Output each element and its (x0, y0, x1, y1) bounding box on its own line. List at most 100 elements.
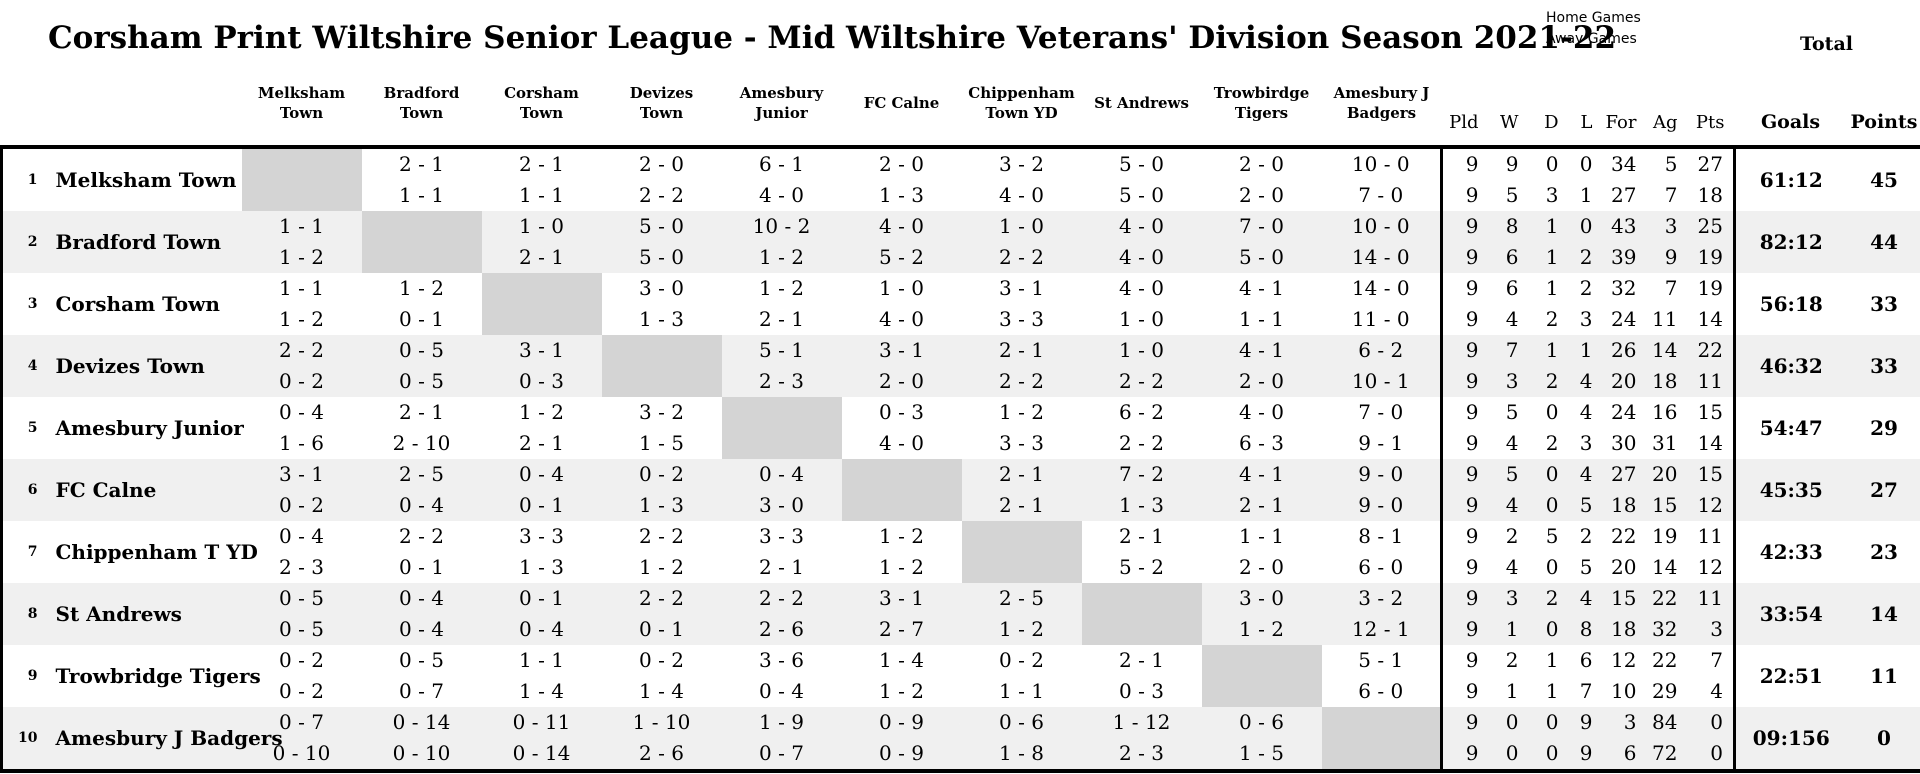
result-cell: 4 - 0 1 - 0 (1082, 273, 1202, 335)
away-stat-value: 9 (1465, 307, 1479, 331)
away-result: 4 - 0 (999, 183, 1044, 207)
away-result: 0 - 1 (399, 307, 444, 331)
result-cell: 1 - 1 1 - 2 (242, 211, 362, 273)
away-stat-value: 2 (1545, 307, 1559, 331)
home-result: 3 - 3 (759, 524, 804, 548)
stat-column-header: D (1528, 62, 1569, 149)
away-result: 2 - 2 (1119, 369, 1164, 393)
opponent-column-header: Devizes Town (601, 62, 722, 149)
home-stat-value: 24 (1611, 400, 1637, 424)
away-stat-value: 27 (1611, 183, 1637, 207)
away-result: 0 - 4 (399, 493, 444, 517)
opponent-header-line: Town YD (985, 103, 1058, 122)
away-result: 5 - 2 (879, 245, 924, 269)
result-cell: 8 - 1 6 - 0 (1322, 521, 1442, 583)
result-cell: 0 - 2 1 - 1 (962, 645, 1082, 707)
home-stat-value: 0 (1579, 214, 1593, 238)
away-result: 1 - 3 (639, 307, 684, 331)
home-result: 3 - 2 (1358, 586, 1404, 610)
away-result: 1 - 5 (1239, 741, 1284, 765)
home-stat-value: 16 (1652, 400, 1678, 424)
opponent-header-line: Town (639, 103, 684, 122)
home-stat-value: 43 (1611, 214, 1637, 238)
away-stat-value: 15 (1652, 493, 1678, 517)
result-cell: 1 - 0 2 - 1 (482, 211, 602, 273)
home-result: 2 - 0 (879, 152, 924, 176)
away-stat-value: 12 (1697, 555, 1723, 579)
away-stat-value: 10 (1611, 679, 1637, 703)
stat-cell: 11 12 (1687, 521, 1736, 583)
away-result: 0 - 10 (392, 741, 451, 765)
away-stat-value: 4 (1505, 555, 1519, 579)
home-result: 4 - 0 (879, 214, 924, 238)
rank-cell: 5 (0, 397, 50, 459)
result-cell: 1 - 2 0 - 1 (362, 273, 482, 335)
away-stat-value: 3 (1505, 369, 1519, 393)
result-cell: 4 - 0 4 - 0 (1082, 211, 1202, 273)
home-stat-value: 22 (1652, 648, 1678, 672)
away-result: 7 - 0 (1358, 183, 1404, 207)
away-result: 0 - 10 (272, 741, 331, 765)
away-result: 9 - 1 (1358, 431, 1404, 455)
away-result: 1 - 3 (639, 493, 684, 517)
result-cell: 0 - 5 0 - 5 (242, 583, 362, 645)
home-result: 14 - 0 (1351, 276, 1410, 300)
home-result: 2 - 1 (399, 152, 444, 176)
opponent-column-header: Bradford Town (361, 62, 482, 149)
result-cell: 2 - 2 1 - 2 (602, 521, 722, 583)
home-result: 2 - 1 (519, 152, 564, 176)
away-stat-value: 39 (1611, 245, 1637, 269)
opponent-header-line: Tigers (1234, 103, 1289, 122)
away-result: 4 - 0 (759, 183, 804, 207)
home-stat-value: 0 (1545, 400, 1559, 424)
home-stat-value: 2 (1579, 276, 1593, 300)
stat-cell: 22 20 (1603, 521, 1647, 583)
home-stat-value: 0 (1545, 462, 1559, 486)
away-result: 1 - 2 (879, 555, 924, 579)
diagonal-cell (961, 521, 1082, 583)
opponent-header-line: Junior (755, 103, 808, 122)
away-stat-value: 2 (1579, 245, 1593, 269)
home-result: 8 - 1 (1358, 524, 1404, 548)
away-stat-value: 20 (1611, 555, 1637, 579)
home-result: 0 - 4 (279, 400, 324, 424)
home-result: 0 - 14 (392, 710, 451, 734)
stat-column-header: L (1568, 62, 1603, 149)
home-result: 0 - 1 (519, 586, 564, 610)
result-cell: 3 - 1 2 - 7 (842, 583, 962, 645)
result-cell: 6 - 2 10 - 1 (1322, 335, 1442, 397)
result-cell: 5 - 1 6 - 0 (1322, 645, 1442, 707)
away-stat-value: 7 (1579, 679, 1593, 703)
away-result: 0 - 1 (639, 617, 684, 641)
home-result: 1 - 1 (1239, 524, 1284, 548)
stat-cell: 20 15 (1647, 459, 1688, 521)
away-result: 2 - 1 (519, 245, 564, 269)
goals-total-cell: 54:47 (1759, 416, 1823, 440)
home-result: 4 - 0 (1239, 400, 1284, 424)
opponent-header-line: Melksham (257, 84, 346, 102)
home-result: 1 - 2 (519, 400, 564, 424)
home-stat-value: 1 (1545, 338, 1559, 362)
away-games-label: Away Games (1546, 31, 1637, 47)
away-result: 1 - 4 (639, 679, 684, 703)
away-result: 2 - 7 (879, 617, 924, 641)
away-result: 2 - 0 (1239, 183, 1284, 207)
stat-column-header: Pts (1687, 62, 1735, 149)
away-stat-value: 1 (1505, 617, 1519, 641)
points-header: Points (1846, 62, 1920, 149)
away-stat-value: 9 (1465, 493, 1479, 517)
home-result: 0 - 4 (759, 462, 804, 486)
home-result: 1 - 0 (879, 276, 924, 300)
result-cell: 4 - 1 2 - 0 (1202, 335, 1322, 397)
away-stat-value: 0 (1545, 741, 1559, 765)
home-result: 2 - 2 (399, 524, 444, 548)
home-result: 4 - 0 (1119, 276, 1164, 300)
result-cell: 2 - 5 1 - 2 (962, 583, 1082, 645)
away-result: 11 - 0 (1351, 307, 1410, 331)
